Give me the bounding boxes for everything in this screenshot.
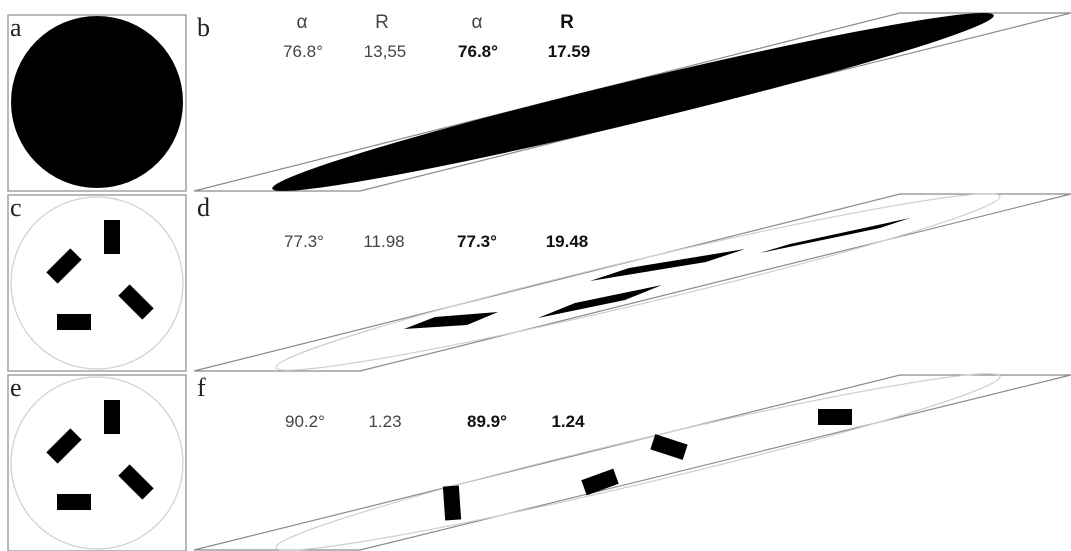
row2-alpha-measured: 77.3° <box>284 232 324 251</box>
row3-alpha-measured: 90.2° <box>285 412 325 431</box>
panel-d-outline <box>275 193 1001 371</box>
panel-f-letter: f <box>197 373 206 402</box>
panel-e-rect-4 <box>57 494 91 510</box>
panel-d-strip-2 <box>538 285 662 318</box>
panel-a-disk <box>11 16 183 188</box>
panel-e-letter: e <box>10 373 22 402</box>
panel-a-frame <box>7 14 187 192</box>
panel-f-outline <box>275 373 1001 551</box>
panel-f-rect-4 <box>818 409 852 425</box>
header-alpha-theory: α <box>472 12 483 33</box>
panel-f-rect-1 <box>442 485 462 521</box>
panel-b-letter: b <box>197 13 210 42</box>
panel-e-frame <box>7 374 187 551</box>
row2-r-theory: 19.48 <box>546 232 589 251</box>
panel-e-rect-1 <box>104 400 120 434</box>
header-alpha-measured: α <box>297 12 308 33</box>
panel-d-strip-3 <box>590 249 745 281</box>
row3-r-theory: 1.24 <box>551 412 585 431</box>
row1-r-theory: 17.59 <box>548 42 591 61</box>
panel-c-circle <box>10 196 184 370</box>
row1-r-measured: 13,55 <box>364 42 407 61</box>
panel-f-rect-3 <box>650 434 688 460</box>
panel-c-rect-3 <box>118 284 154 320</box>
header-r-measured: R <box>375 12 389 33</box>
panel-a-letter: a <box>10 13 22 42</box>
panel-c-rect-2 <box>46 248 82 284</box>
panel-e-rect-3 <box>118 464 154 500</box>
header-r-theory: R <box>560 12 574 33</box>
row2-alpha-theory: 77.3° <box>457 232 497 251</box>
row2-r-measured: 11.98 <box>363 232 404 251</box>
panel-c-rect-1 <box>104 220 120 254</box>
row1-alpha-measured: 76.8° <box>283 42 323 61</box>
panel-e-rect-2 <box>46 428 82 464</box>
row3-alpha-theory: 89.9° <box>467 412 507 431</box>
row1-alpha-theory: 76.8° <box>458 42 498 61</box>
panel-e-circle <box>10 376 184 550</box>
panel-c-letter: c <box>10 193 22 222</box>
panel-f-rect-2 <box>581 468 619 496</box>
panel-d-strip-1 <box>404 312 498 329</box>
panel-b-frame <box>193 12 1071 192</box>
panel-d-letter: d <box>197 193 210 222</box>
panel-c-rect-4 <box>57 314 91 330</box>
row3-r-measured: 1.23 <box>368 412 401 431</box>
panel-b-ellipse <box>272 13 994 191</box>
panel-d-strip-4 <box>760 218 910 253</box>
panel-c-frame <box>7 194 187 372</box>
